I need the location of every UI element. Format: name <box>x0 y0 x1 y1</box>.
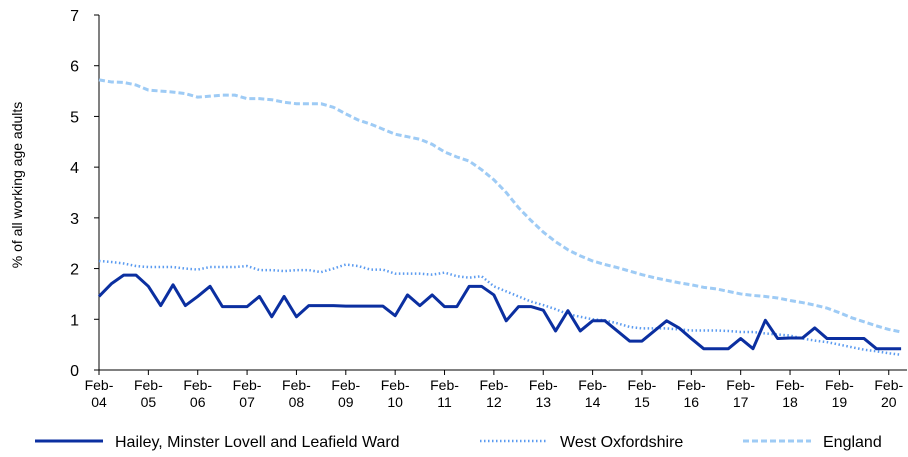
y-tick-label: 5 <box>70 109 79 126</box>
x-tick-label: Feb-07 <box>233 377 262 410</box>
x-tick-label: Feb-14 <box>578 377 607 410</box>
x-tick-label: Feb-16 <box>677 377 706 410</box>
x-tick-label: Feb-04 <box>85 377 114 410</box>
y-tick-label: 6 <box>70 59 79 76</box>
series-line <box>98 259 902 357</box>
legend-label: West Oxfordshire <box>560 434 683 451</box>
legend-label: England <box>823 434 882 451</box>
x-tick-label: Feb-18 <box>776 377 805 410</box>
y-axis-label: % of all working age adults <box>9 102 25 269</box>
y-tick-label: 1 <box>70 312 79 329</box>
y-tick-label: 0 <box>70 363 79 380</box>
series-line <box>97 273 902 351</box>
x-tick-label: Feb-11 <box>430 377 459 410</box>
legend-label: Hailey, Minster Lovell and Leafield Ward <box>115 434 400 451</box>
x-tick-label: Feb-15 <box>628 377 657 410</box>
x-tick-label: Feb-10 <box>381 377 410 410</box>
y-tick-label: 7 <box>70 8 79 25</box>
x-tick-label: Feb-13 <box>529 377 558 410</box>
x-tick-label: Feb-05 <box>134 377 163 410</box>
x-tick-label: Feb-09 <box>331 377 360 410</box>
y-tick-label: 2 <box>70 262 79 279</box>
y-tick-label: 4 <box>70 160 79 177</box>
x-tick-label: Feb-19 <box>825 377 854 410</box>
x-tick-label: Feb-08 <box>282 377 311 410</box>
x-tick-label: Feb-17 <box>726 377 755 410</box>
x-tick-label: Feb-06 <box>183 377 212 410</box>
series-line <box>98 78 902 334</box>
x-tick-label: Feb-20 <box>874 377 903 410</box>
x-tick-label: Feb-12 <box>479 377 508 410</box>
y-tick-label: 3 <box>70 211 79 228</box>
